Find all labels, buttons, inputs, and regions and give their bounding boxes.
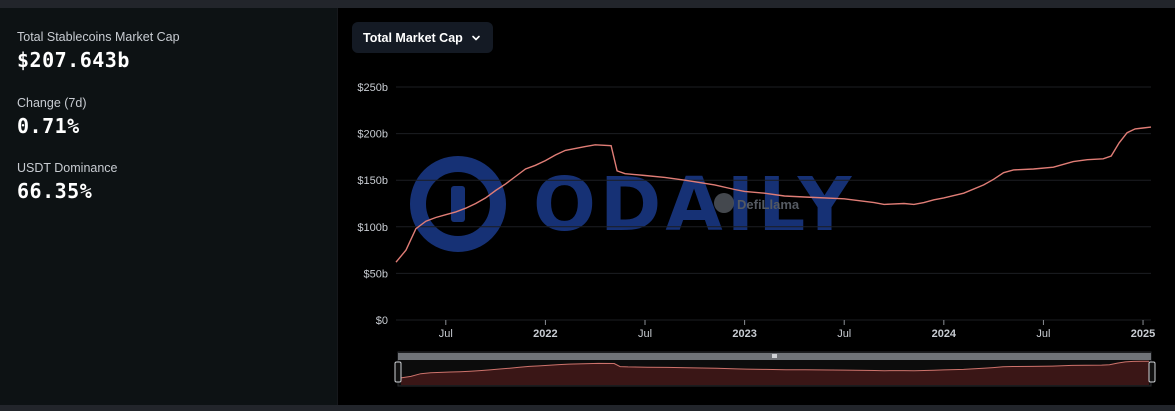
- chart-panel: ODAILY DefiLlama $0 $50b $100b $150b $200b $2…: [338, 8, 1175, 405]
- metric-dropdown[interactable]: Total Market Cap: [352, 22, 493, 53]
- x-tick-label: 2023: [732, 328, 756, 340]
- odaily-watermark: ODAILY: [410, 156, 855, 252]
- odaily-watermark-text: ODAILY: [533, 162, 855, 248]
- market-cap-chart: ODAILY DefiLlama $0 $50b $100b $150b $200b $2…: [357, 82, 1156, 387]
- stat-label: Change (7d): [17, 96, 87, 110]
- y-axis: $0 $50b $100b $150b $200b $250b: [357, 82, 388, 327]
- y-tick-label: $150b: [357, 175, 388, 187]
- x-axis: Jul 2022 Jul 2023 Jul 2024 Jul 2025: [439, 320, 1155, 340]
- brush-line: [400, 360, 1150, 379]
- series-line: [395, 126, 1152, 263]
- x-tick-label: Jul: [837, 328, 851, 340]
- stat-label: USDT Dominance: [17, 161, 118, 175]
- grid-lines: [396, 86, 1151, 321]
- x-tick-label: Jul: [1036, 328, 1050, 340]
- llama-icon: [714, 193, 734, 213]
- y-tick-label: $0: [376, 315, 388, 327]
- x-tick-label: Jul: [439, 328, 453, 340]
- stat-usdt-dominance: USDT Dominance 66.35%: [17, 161, 118, 203]
- y-tick-label: $250b: [357, 82, 388, 94]
- x-tick-label: 2022: [533, 328, 557, 340]
- chevron-down-icon: [471, 35, 480, 40]
- brush-grip-icon: [772, 354, 777, 358]
- y-tick-label: $200b: [357, 129, 388, 141]
- stat-value: 0.71%: [17, 114, 80, 138]
- stat-value: 66.35%: [17, 179, 93, 203]
- stat-label: Total Stablecoins Market Cap: [17, 30, 180, 44]
- x-tick-label: Jul: [638, 328, 652, 340]
- x-tick-label: 2024: [932, 328, 957, 340]
- stats-panel: Total Stablecoins Market Cap $207.643b C…: [0, 8, 337, 405]
- zoom-brush[interactable]: [394, 351, 1156, 387]
- stat-total-market-cap: Total Stablecoins Market Cap $207.643b: [17, 30, 180, 72]
- stat-value: $207.643b: [17, 48, 130, 72]
- brush-area: [401, 361, 1149, 385]
- brush-handle-left[interactable]: [394, 361, 402, 383]
- defillama-watermark: DefiLlama: [714, 193, 800, 213]
- bottom-border: [0, 405, 1175, 411]
- stat-change-7d: Change (7d) 0.71%: [17, 96, 87, 138]
- top-border: [0, 0, 1175, 8]
- brush-handle-right[interactable]: [1148, 361, 1156, 383]
- y-tick-label: $50b: [364, 268, 388, 280]
- y-tick-label: $100b: [357, 222, 388, 234]
- defillama-watermark-text: DefiLlama: [737, 197, 800, 212]
- metric-dropdown-label: Total Market Cap: [363, 30, 463, 45]
- x-tick-label: 2025: [1131, 328, 1155, 340]
